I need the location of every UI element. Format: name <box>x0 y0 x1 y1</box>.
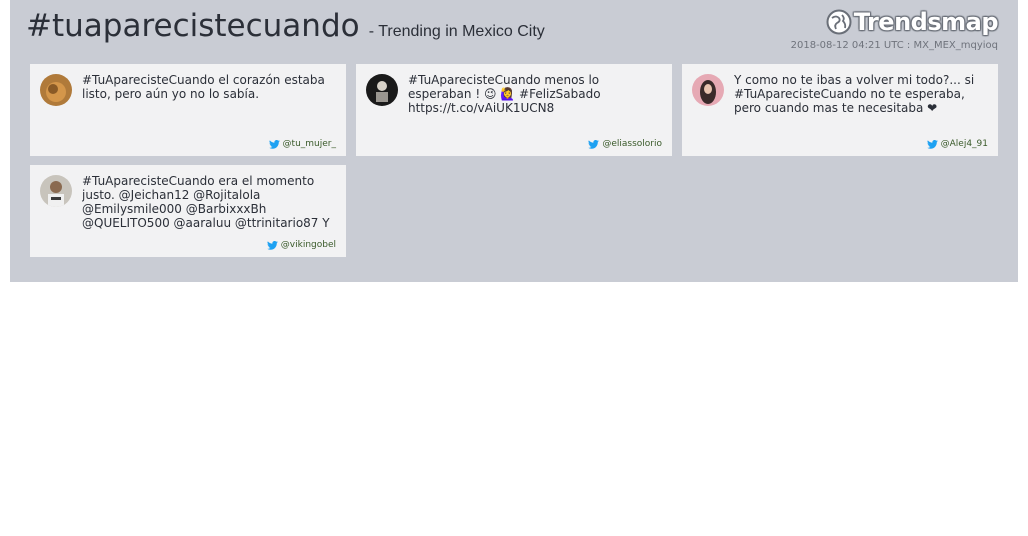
tweet-text: #TuAparecisteCuando era el momento justo… <box>82 174 330 230</box>
tweet-username[interactable]: @tu_mujer_ <box>268 139 336 149</box>
avatar[interactable] <box>692 74 724 106</box>
tweet-text: #TuAparecisteCuando el corazón estaba li… <box>82 73 325 101</box>
tweet-card[interactable]: #TuAparecisteCuando el corazón estaba li… <box>30 64 346 156</box>
tweet-text: Y como no te ibas a volver mi todo?... s… <box>734 73 975 115</box>
tweet-card[interactable]: #TuAparecisteCuando menos lo esperaban !… <box>356 64 672 156</box>
twitter-bird-icon <box>926 139 938 149</box>
tweet-card[interactable]: #TuAparecisteCuando era el momento justo… <box>30 165 346 257</box>
username-label: @vikingobel <box>280 240 336 250</box>
tweet-username[interactable]: @Alej4_91 <box>926 139 988 149</box>
avatar[interactable] <box>40 175 72 207</box>
logo-text: Trendsmap <box>853 8 999 36</box>
globe-icon <box>826 9 852 35</box>
tweet-username[interactable]: @vikingobel <box>266 240 336 250</box>
username-label: @tu_mujer_ <box>282 139 336 149</box>
trend-location-subtitle: - Trending in Mexico City <box>368 23 545 40</box>
title-row: #tuaparecistecuando - Trending in Mexico… <box>26 8 545 44</box>
trendsmap-logo[interactable]: Trendsmap <box>826 6 999 38</box>
hashtag-title[interactable]: #tuaparecistecuando <box>26 8 360 44</box>
avatar[interactable] <box>40 74 72 106</box>
twitter-bird-icon <box>266 240 278 250</box>
username-label: @eliassolorio <box>602 139 662 149</box>
tweet-text: #TuAparecisteCuando menos lo esperaban !… <box>408 73 601 115</box>
timestamp-location-code: 2018-08-12 04:21 UTC : MX_MEX_mqyioq <box>790 40 998 51</box>
username-label: @Alej4_91 <box>940 139 988 149</box>
tweet-username[interactable]: @eliassolorio <box>588 139 662 149</box>
twitter-bird-icon <box>588 139 600 149</box>
twitter-bird-icon <box>268 139 280 149</box>
tweet-card[interactable]: Y como no te ibas a volver mi todo?... s… <box>682 64 998 156</box>
trend-panel: #tuaparecistecuando - Trending in Mexico… <box>10 0 1018 282</box>
avatar[interactable] <box>366 74 398 106</box>
